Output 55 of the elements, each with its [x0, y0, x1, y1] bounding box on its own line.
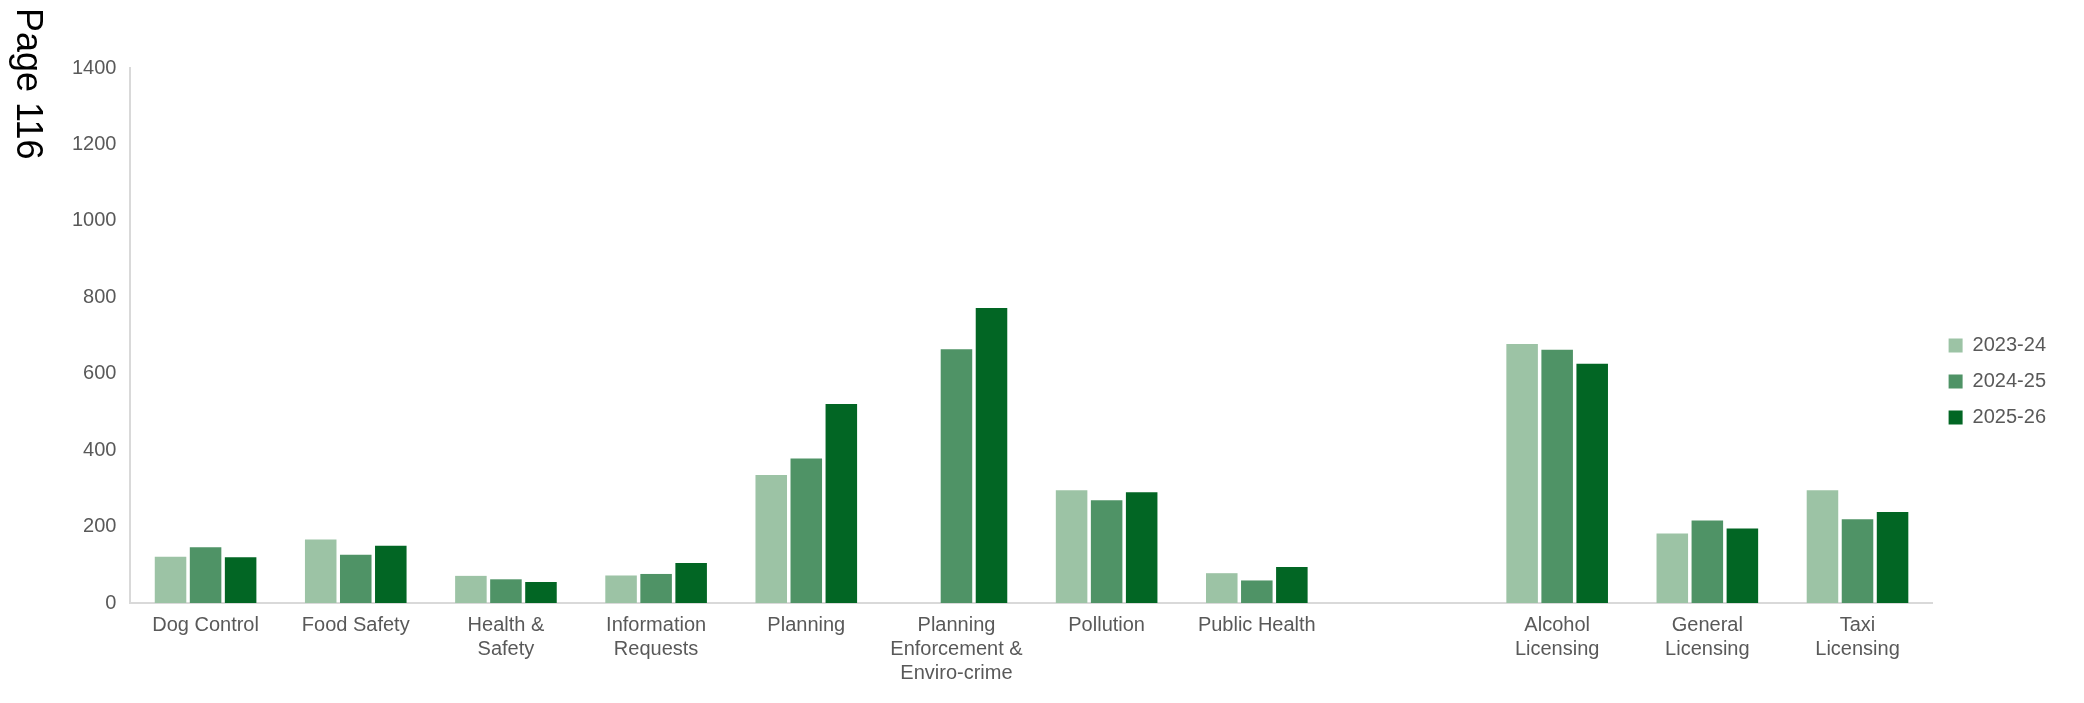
- bar: [490, 579, 522, 603]
- bar: [940, 349, 973, 603]
- bar: [1726, 528, 1759, 603]
- x-tick-label: Information Requests: [606, 612, 707, 659]
- legend-label: 2025-26: [1972, 405, 2047, 428]
- x-tick-label: Public Health: [1197, 612, 1316, 635]
- bar: [224, 557, 257, 603]
- bar: [975, 307, 1008, 603]
- bar: [640, 573, 672, 603]
- bar: [1541, 349, 1573, 603]
- y-tick-label: 1000: [71, 208, 117, 231]
- bar: [1506, 343, 1538, 603]
- bar: [1806, 490, 1839, 603]
- bar: [675, 562, 707, 603]
- bar: [755, 474, 788, 603]
- bar: [1841, 519, 1874, 603]
- bar: [1206, 573, 1238, 603]
- x-tick-label: Alcohol Licensing: [1514, 612, 1600, 659]
- bar: [1055, 490, 1088, 603]
- bar: [605, 575, 637, 603]
- x-tick-label: General Licensing: [1665, 612, 1750, 659]
- bar: [455, 575, 487, 603]
- y-tick-label: 800: [83, 284, 117, 307]
- bar: [790, 458, 823, 603]
- y-tick-label: 1400: [71, 55, 117, 78]
- bar: [525, 581, 557, 603]
- bar: [1876, 512, 1909, 603]
- legend-label: 2024-25: [1972, 369, 2047, 392]
- bar: [339, 554, 372, 603]
- bar: [189, 547, 222, 603]
- bar: [1691, 520, 1724, 603]
- bar: [304, 539, 337, 603]
- bar: [1241, 580, 1273, 603]
- text: Page 116: [8, 8, 50, 160]
- x-tick-label: Planning: [767, 612, 846, 635]
- y-tick-label: 600: [83, 361, 117, 384]
- x-tick-label: Food Safety: [301, 612, 410, 635]
- bar: [1276, 567, 1308, 603]
- bar: [1125, 492, 1158, 603]
- bar: [375, 545, 407, 603]
- y-tick-label: 400: [83, 437, 117, 460]
- bar: [1576, 363, 1608, 603]
- x-tick-label: Health & Safety: [467, 612, 545, 659]
- bar: [825, 403, 858, 603]
- x-tick-label: Taxi Licensing: [1815, 612, 1900, 659]
- y-tick-label: 1200: [71, 131, 117, 154]
- bar: [154, 556, 187, 603]
- y-tick-label: 0: [105, 590, 117, 613]
- bar: [1656, 533, 1689, 603]
- x-tick-label: Pollution: [1068, 612, 1145, 635]
- legend-label: 2023-24: [1972, 333, 2047, 356]
- x-tick-label: Planning Enforcement & Enviro-crime: [890, 612, 1024, 683]
- bar: [1090, 500, 1123, 603]
- x-tick-label: Dog Control: [152, 612, 259, 635]
- y-tick-label: 200: [83, 514, 117, 537]
